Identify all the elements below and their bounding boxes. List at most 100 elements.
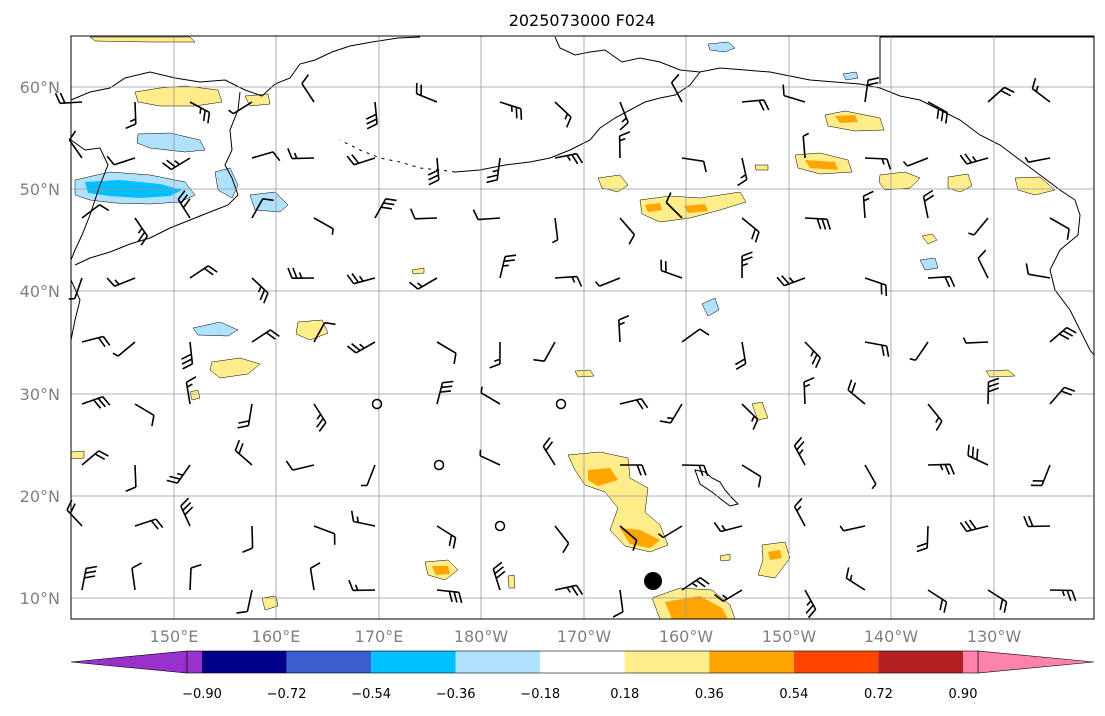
wind-barbs [54,73,1077,619]
wind-barb [499,254,517,279]
wind-barb [180,497,194,527]
lon-axis-labels: 150°E 160°E 170°E 180°W 170°W 160°W 150°… [150,627,1022,646]
lat-label: 60°N [20,78,60,97]
storm-center-marker [644,572,662,590]
lat-label: 50°N [20,180,60,199]
wind-barb [803,376,815,405]
wind-barb [659,403,683,424]
wind-barb [436,341,457,365]
wind-barb [916,525,929,553]
wind-barb [489,341,501,369]
wind-barb [81,204,110,219]
positive-contour [189,389,201,401]
wind-barb [499,101,523,120]
lat-label: 40°N [20,282,60,301]
wind-barb [134,518,164,530]
wind-barb [125,464,137,493]
wind-barb [977,249,989,279]
wind-barb [554,101,572,128]
positive-contour [209,357,261,379]
wind-barb [346,154,376,166]
wind-barb [234,439,253,466]
positive-contour [261,595,279,611]
lon-label: 130°W [967,627,1022,646]
wind-barb [415,82,438,103]
wind-barb [847,379,866,405]
wind-barb [619,217,636,245]
wind-barb [162,157,191,171]
wind-barb [741,464,762,488]
wind-barb [251,277,269,304]
wind-barb [181,341,194,370]
negative-contour [249,191,289,213]
wind-barb [839,525,866,532]
negative-contour [707,41,736,53]
wind-barb [804,589,817,619]
negative-contour [919,257,939,271]
wind-barb [134,217,149,246]
calm-wind-circle [555,398,567,410]
positive-contour [754,164,769,171]
wind-barb [301,74,315,103]
lat-label: 10°N [20,589,60,608]
wind-barb [1025,263,1051,279]
wind-barb [802,132,810,159]
positive-contour-strong [768,550,782,560]
wind-barb [1049,386,1076,405]
wind-barb [658,525,683,539]
positive-contour [597,174,629,193]
wind-barb [346,341,376,354]
positive-contour-strong [805,160,838,170]
wind-barb [782,84,806,103]
lon-label: 160°W [659,627,714,646]
wind-barb [554,525,570,554]
positive-contour-strong [620,528,660,548]
positive-contour [411,267,425,275]
wind-barb [365,101,378,130]
positive-contour [719,553,731,562]
wind-barb [409,208,438,220]
wind-barb [967,444,989,466]
colorbar: −0.90 −0.72 −0.54 −0.36 −0.18 0.18 0.36 0.54 0.7… [70,650,1095,702]
wind-barb [681,464,709,477]
calm-wind-circle [371,398,383,410]
lon-label: 150°W [762,627,817,646]
wind-barb [619,525,638,551]
wind-barb [864,277,888,297]
wind-barb [251,198,274,219]
negative-contour [842,71,859,81]
wind-barb [1049,326,1077,343]
wind-barb [1030,464,1051,487]
wind-barb [408,277,438,290]
wind-barb [189,563,202,591]
calm-wind-circle [494,520,506,532]
wind-barb [313,321,336,343]
colorbar-tick-label: −0.90 [182,687,222,702]
wind-barb [927,403,943,432]
negative-contour [701,297,720,317]
wind-barb [620,464,647,476]
wind-barb [909,341,929,361]
wind-barb [902,157,929,167]
wind-barb [427,157,440,186]
colorbar-segment [793,651,879,673]
wind-barb [166,464,191,484]
wind-barb [285,460,315,471]
wind-barb [737,157,748,187]
positive-contour [70,450,85,460]
map-plot-area [54,35,1095,620]
wind-barb [864,341,890,357]
wind-barb [962,337,989,344]
wind-barb [287,148,315,160]
wind-barb [309,562,321,591]
colorbar-segment [371,651,456,673]
wind-barb [681,157,707,173]
wind-barb [1031,77,1051,103]
wind-barb [927,589,948,613]
wind-barb [959,153,989,165]
wind-barb [793,436,806,466]
wind-barb [486,157,501,184]
colorbar-segment [202,651,287,673]
colorbar-segment [455,651,541,673]
wind-barb [741,251,753,279]
